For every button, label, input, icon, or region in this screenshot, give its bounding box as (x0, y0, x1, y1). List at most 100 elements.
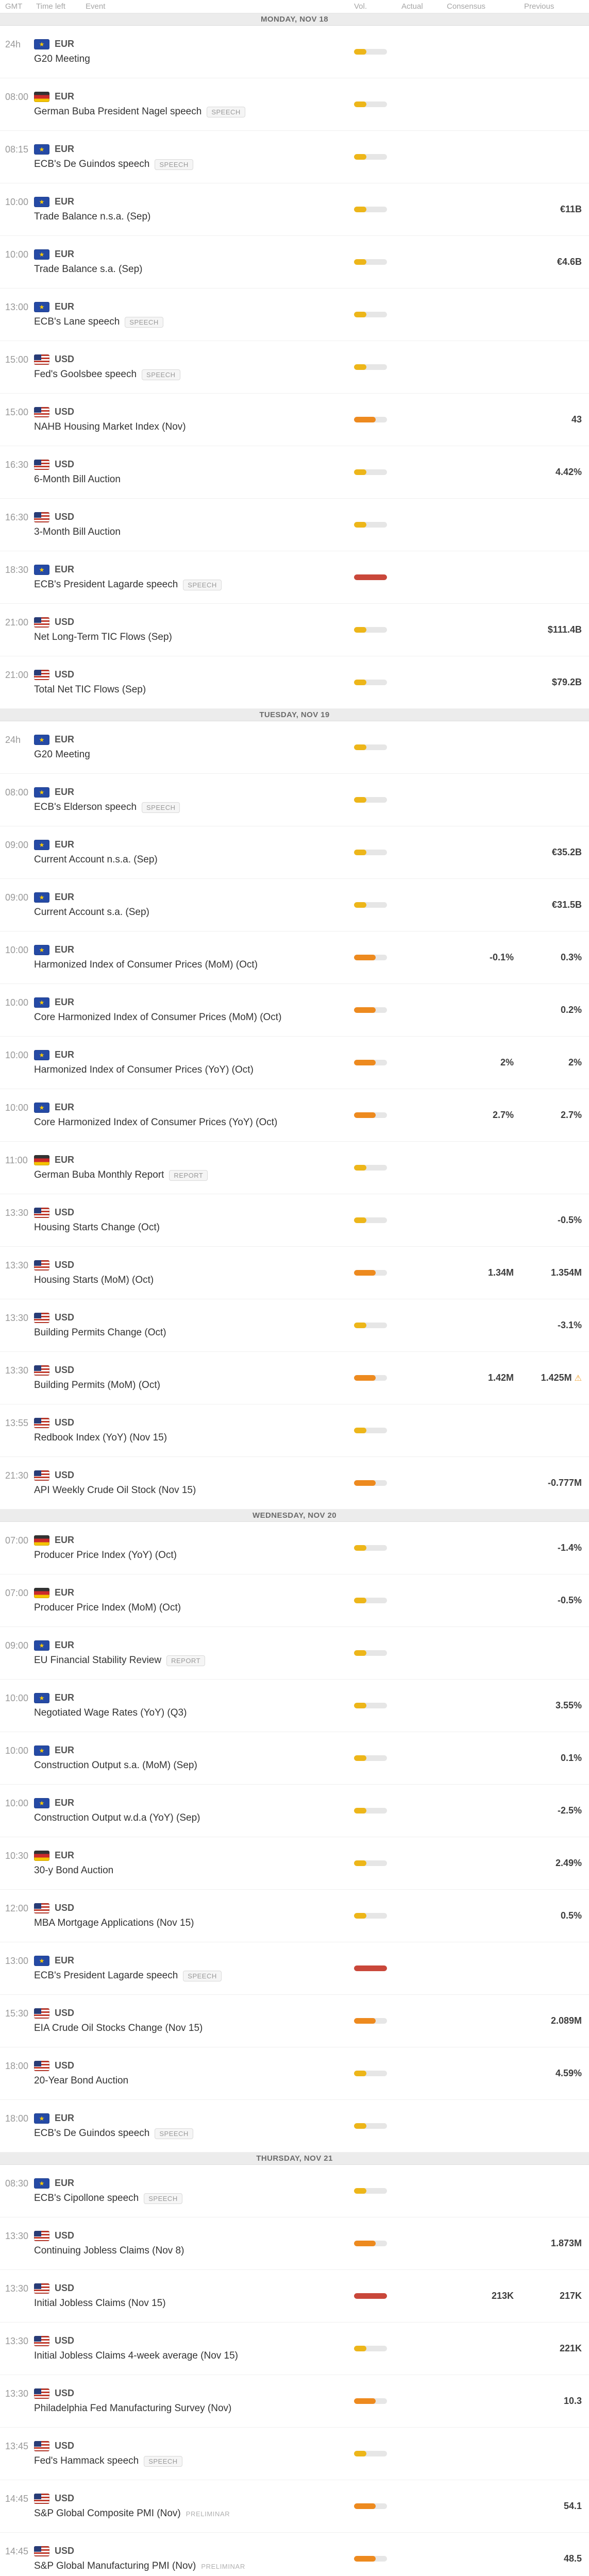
event-row[interactable]: 16:30 USD 3-Month Bill Auction (0, 499, 589, 551)
event-row[interactable]: 13:45 USD Fed's Hammack speech SPEECH (0, 2428, 589, 2480)
event-row[interactable]: 15:30 USD EIA Crude Oil Stocks Change (Nov… (0, 1995, 589, 2047)
event-row[interactable]: 18:00 EUR ECB's De Guindos speech SPEECH (0, 2100, 589, 2153)
volatility-cell (351, 744, 398, 750)
previous-cell: 1.354M (521, 1267, 589, 1278)
preliminar-badge: PRELIMINAR (186, 2510, 230, 2518)
event-row[interactable]: 13:30 USD Building Permits (MoM) (Oct) 1.42… (0, 1352, 589, 1404)
currency-line: USD (34, 2230, 351, 2241)
event-row[interactable]: 13:30 USD Initial Jobless Claims 4-week av… (0, 2323, 589, 2375)
event-row[interactable]: 10:00 EUR Core Harmonized Index of Consume… (0, 1089, 589, 1142)
event-row[interactable]: 24h EUR G20 Meeting (0, 26, 589, 78)
previous-value: 221K (559, 2343, 582, 2353)
event-row[interactable]: 21:00 USD Total Net TIC Flows (Sep) $79.2B (0, 656, 589, 709)
event-name-line: Initial Jobless Claims (Nov 15) (34, 2298, 351, 2309)
volatility-fill-low (354, 1165, 366, 1171)
us-flag-icon (34, 406, 49, 417)
previous-value: 3.55% (555, 1700, 582, 1710)
event-row[interactable]: 13:00 EUR ECB's Lane speech SPEECH (0, 289, 589, 341)
event-row[interactable]: 13:00 EUR ECB's President Lagarde speech SP… (0, 1942, 589, 1995)
event-row[interactable]: 13:30 USD Housing Starts Change (Oct) -0.5% (0, 1194, 589, 1247)
volatility-cell (351, 574, 398, 580)
volatility-bar (354, 2123, 387, 2129)
event-row[interactable]: 14:45 USD S&P Global Composite PMI (Nov) PR… (0, 2480, 589, 2533)
volatility-fill-high (354, 2293, 387, 2299)
event-name-line: API Weekly Crude Oil Stock (Nov 15) (34, 1485, 351, 1496)
event-cell: USD Net Long-Term TIC Flows (Sep) (33, 617, 351, 643)
event-row[interactable]: 13:30 USD Philadelphia Fed Manufacturing S… (0, 2375, 589, 2428)
volatility-fill-low (354, 312, 366, 317)
volatility-fill-medium (354, 2018, 376, 2024)
event-row[interactable]: 10:00 EUR Negotiated Wage Rates (YoY) (Q3)… (0, 1680, 589, 1732)
volatility-bar (354, 1165, 387, 1171)
event-row[interactable]: 18:00 USD 20-Year Bond Auction 4.59% (0, 2047, 589, 2100)
event-name-line: Building Permits Change (Oct) (34, 1327, 351, 1338)
eu-flag-icon (34, 734, 49, 745)
event-row[interactable]: 12:00 USD MBA Mortgage Applications (Nov 1… (0, 1890, 589, 1942)
event-row[interactable]: 18:30 EUR ECB's President Lagarde speech SP… (0, 551, 589, 604)
de-flag-icon (34, 1587, 49, 1598)
event-row[interactable]: 11:00 EUR German Buba Monthly Report REPORT (0, 1142, 589, 1194)
event-row[interactable]: 08:30 EUR ECB's Cipollone speech SPEECH (0, 2165, 589, 2217)
event-row[interactable]: 14:45 USD S&P Global Manufacturing PMI (No… (0, 2533, 589, 2576)
event-row[interactable]: 21:30 USD API Weekly Crude Oil Stock (Nov … (0, 1457, 589, 1510)
event-row[interactable]: 10:00 EUR Construction Output w.d.a (YoY) … (0, 1785, 589, 1837)
us-flag-icon (34, 1903, 49, 1913)
event-row[interactable]: 10:00 EUR Core Harmonized Index of Consume… (0, 984, 589, 1037)
currency-code: EUR (55, 734, 75, 744)
event-row[interactable]: 09:00 EUR Current Account s.a. (Sep) €31.5B (0, 879, 589, 931)
event-time: 09:00 (5, 840, 29, 850)
event-row[interactable]: 07:00 EUR Producer Price Index (MoM) (Oct)… (0, 1574, 589, 1627)
event-row[interactable]: 07:00 EUR Producer Price Index (YoY) (Oct)… (0, 1522, 589, 1574)
event-row[interactable]: 13:30 USD Housing Starts (MoM) (Oct) 1.34M 1… (0, 1247, 589, 1299)
event-row[interactable]: 08:00 EUR German Buba President Nagel spee… (0, 78, 589, 131)
speech-badge: SPEECH (142, 802, 180, 813)
event-time: 18:00 (5, 2061, 29, 2071)
volatility-fill-low (354, 469, 366, 475)
event-row[interactable]: 09:00 EUR EU Financial Stability Review REP… (0, 1627, 589, 1680)
event-name-line: Trade Balance s.a. (Sep) (34, 264, 351, 275)
event-row[interactable]: 08:15 EUR ECB's De Guindos speech SPEECH (0, 131, 589, 183)
event-cell: USD Redbook Index (YoY) (Nov 15) (33, 1417, 351, 1444)
event-row[interactable]: 16:30 USD 6-Month Bill Auction 4.42% (0, 446, 589, 499)
event-row[interactable]: 13:30 USD Initial Jobless Claims (Nov 15) 2… (0, 2270, 589, 2323)
event-row[interactable]: 13:30 USD Building Permits Change (Oct) -3.… (0, 1299, 589, 1352)
event-row[interactable]: 10:00 EUR Trade Balance s.a. (Sep) €4.6B (0, 236, 589, 289)
event-name: ECB's President Lagarde speech (34, 1970, 178, 1981)
event-row[interactable]: 08:00 EUR ECB's Elderson speech SPEECH (0, 774, 589, 826)
event-row[interactable]: 10:00 EUR Harmonized Index of Consumer Pri… (0, 931, 589, 984)
event-name: Core Harmonized Index of Consumer Prices… (34, 1117, 278, 1128)
currency-line: EUR (34, 144, 351, 155)
event-row[interactable]: 10:00 EUR Harmonized Index of Consumer Pri… (0, 1037, 589, 1089)
volatility-bar (354, 2018, 387, 2024)
event-row[interactable]: 15:00 USD NAHB Housing Market Index (Nov) 4… (0, 394, 589, 446)
event-row[interactable]: 15:00 USD Fed's Goolsbee speech SPEECH (0, 341, 589, 394)
event-name: Building Permits (MoM) (Oct) (34, 1380, 160, 1391)
event-row[interactable]: 10:30 EUR 30-y Bond Auction 2.49% (0, 1837, 589, 1890)
event-cell: EUR Harmonized Index of Consumer Prices (… (33, 944, 351, 971)
previous-cell: 0.5% (521, 1910, 589, 1921)
currency-line: EUR (34, 1955, 351, 1966)
event-row[interactable]: 10:00 EUR Trade Balance n.s.a. (Sep) €11B (0, 183, 589, 236)
event-row[interactable]: 21:00 USD Net Long-Term TIC Flows (Sep) $11… (0, 604, 589, 656)
volatility-fill-low (354, 2346, 366, 2351)
speech-badge: SPEECH (155, 159, 193, 170)
event-row[interactable]: 13:30 USD Continuing Jobless Claims (Nov 8… (0, 2217, 589, 2270)
currency-line: EUR (34, 2113, 351, 2124)
currency-code: EUR (55, 997, 75, 1007)
event-name: Total Net TIC Flows (Sep) (34, 684, 146, 695)
event-row[interactable]: 24h EUR G20 Meeting (0, 721, 589, 774)
currency-line: USD (34, 1207, 351, 1218)
event-row[interactable]: 10:00 EUR Construction Output s.a. (MoM) (… (0, 1732, 589, 1785)
event-row[interactable]: 13:55 USD Redbook Index (YoY) (Nov 15) (0, 1404, 589, 1457)
currency-line: USD (34, 617, 351, 628)
volatility-cell (351, 2071, 398, 2076)
event-name-line: MBA Mortgage Applications (Nov 15) (34, 1918, 351, 1929)
currency-code: USD (55, 2283, 75, 2293)
event-row[interactable]: 09:00 EUR Current Account n.s.a. (Sep) €35.… (0, 826, 589, 879)
currency-line: USD (34, 1470, 351, 1481)
eu-flag-icon (34, 839, 49, 850)
currency-line: USD (34, 1260, 351, 1270)
currency-line: EUR (34, 196, 351, 207)
event-cell: USD Continuing Jobless Claims (Nov 8) (33, 2230, 351, 2257)
event-time: 09:00 (5, 892, 29, 903)
